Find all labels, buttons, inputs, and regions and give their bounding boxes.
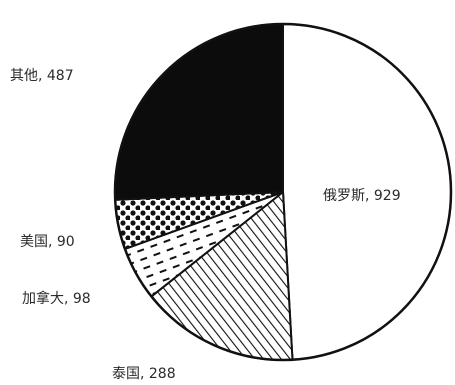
slice-label-3: 加拿大, 98 xyxy=(22,290,91,307)
slice-label-5: 其他, 487 xyxy=(10,68,74,84)
slice-label-1: 俄罗斯, 929 xyxy=(323,188,401,204)
pie-slice-5 xyxy=(114,22,284,201)
slice-label-4: 美国, 90 xyxy=(20,234,75,250)
slice-label-2: 泰国, 288 xyxy=(112,366,176,382)
pie-outline xyxy=(113,22,453,362)
